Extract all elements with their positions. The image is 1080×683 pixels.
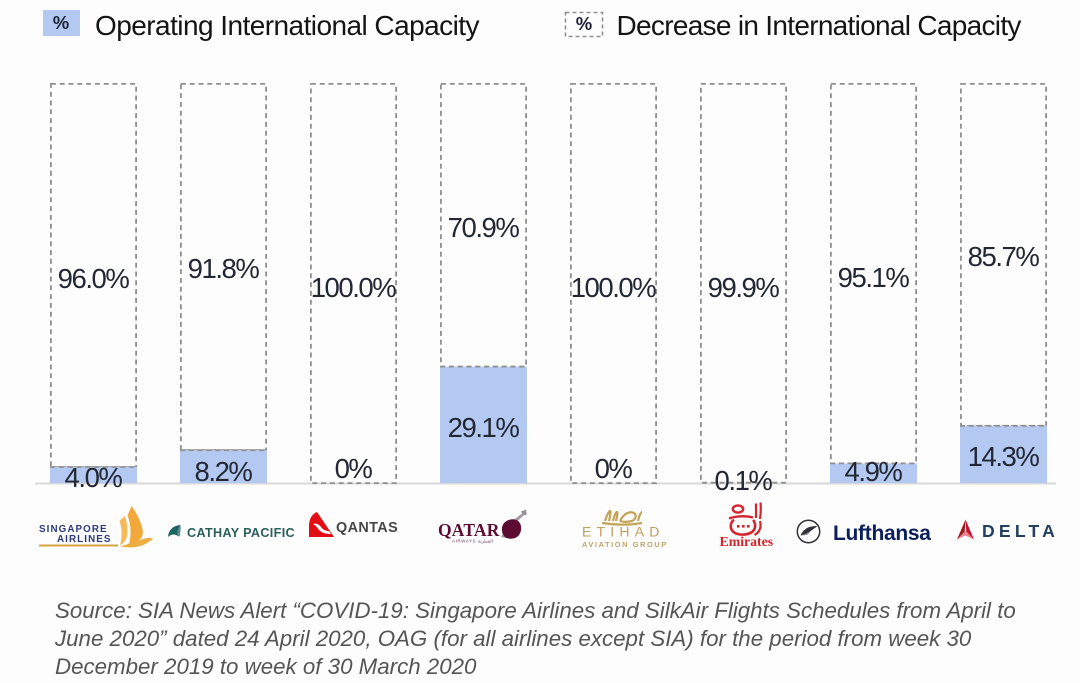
svg-text:SINGAPORE: SINGAPORE <box>39 524 108 535</box>
svg-text:AVIATION GROUP: AVIATION GROUP <box>582 540 668 549</box>
svg-text:ETIHAD: ETIHAD <box>582 524 665 540</box>
svg-text:Lufthansa: Lufthansa <box>833 522 931 545</box>
svg-text:AIRLINES: AIRLINES <box>57 534 112 545</box>
svg-text:AIRWAYS القطرية: AIRWAYS القطرية <box>452 539 493 545</box>
svg-text:QATAR: QATAR <box>438 520 500 540</box>
svg-text:DELTA: DELTA <box>982 521 1059 541</box>
svg-text:QANTAS: QANTAS <box>336 520 398 536</box>
svg-text:Emirates: Emirates <box>720 534 774 549</box>
svg-text:CATHAY PACIFIC: CATHAY PACIFIC <box>187 526 295 540</box>
